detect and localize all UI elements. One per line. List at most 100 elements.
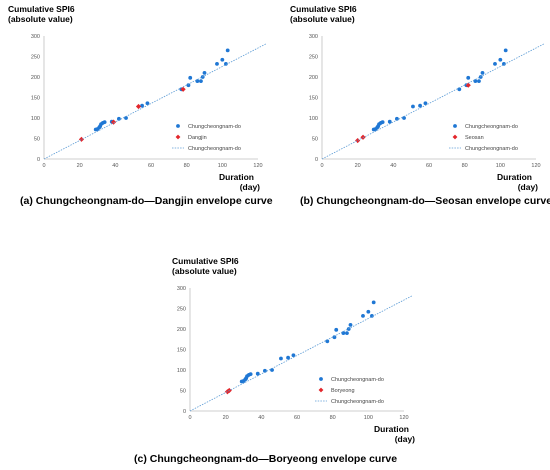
legend-diamond-symbol: [318, 387, 324, 393]
data-point-diamond: [135, 103, 142, 110]
data-point: [366, 309, 371, 314]
data-point-diamond: [355, 137, 361, 144]
data-point: [498, 57, 503, 62]
data-point: [117, 116, 121, 121]
legend-circle-symbol: [319, 377, 323, 381]
y-axis-label: (absolute value): [8, 14, 73, 24]
y-tick-label: 0: [315, 157, 318, 163]
y-tick-label: 150: [309, 96, 318, 102]
chart-panel-a: Cumulative SPI6(absolute value)Duration(…: [8, 4, 273, 207]
figure-caption: (a) Chungcheongnam-do—Dangjin envelope c…: [20, 195, 273, 207]
data-point-diamond: [180, 86, 186, 92]
y-tick-label: 150: [177, 348, 186, 354]
data-point: [411, 104, 415, 109]
x-tick-label: 40: [258, 415, 264, 421]
data-point: [291, 353, 296, 358]
x-tick-label: 40: [112, 163, 118, 169]
data-point: [341, 331, 346, 335]
x-axis-label: Duration: [374, 424, 409, 434]
x-tick-label: 0: [320, 163, 323, 169]
data-point: [332, 335, 337, 340]
x-tick-label: 40: [390, 163, 396, 169]
y-tick-label: 0: [37, 157, 40, 163]
y-tick-label: 50: [312, 137, 318, 143]
data-point: [361, 313, 365, 318]
envelope-line: [43, 43, 267, 160]
chart-panel-c: Cumulative SPI6(absolute value)Duration(…: [134, 256, 415, 465]
legend-label: Chungcheongnam-do: [331, 377, 384, 383]
data-point: [102, 120, 107, 124]
legend-label: Chungcheongnam-do: [188, 146, 241, 152]
x-tick-label: 0: [188, 415, 191, 421]
y-tick-label: 250: [31, 55, 40, 61]
legend-label: Chungcheongnam-do: [331, 399, 384, 405]
x-tick-label: 60: [294, 415, 300, 421]
x-axis-label: (day): [518, 182, 538, 192]
data-point: [423, 101, 428, 106]
data-point: [255, 371, 260, 376]
x-tick-label: 60: [426, 163, 432, 169]
x-tick-label: 60: [148, 163, 154, 169]
y-tick-label: 250: [309, 55, 318, 61]
envelope-line: [189, 295, 413, 412]
data-point: [418, 103, 422, 108]
y-axis-label: Cumulative SPI6: [8, 4, 75, 14]
x-tick-label: 20: [223, 415, 229, 421]
data-point: [348, 323, 353, 327]
figure-caption: (c) Chungcheongnam-do—Boryeong envelope …: [134, 453, 397, 465]
legend-label: Chungcheongnam-do: [188, 124, 241, 130]
y-tick-label: 50: [180, 389, 186, 395]
data-point: [387, 119, 392, 124]
data-point: [195, 79, 200, 83]
x-tick-label: 100: [496, 163, 505, 169]
legend-diamond-symbol: [175, 134, 181, 140]
legend-label: Dangjin: [188, 135, 207, 141]
x-tick-label: 80: [462, 163, 468, 169]
x-tick-label: 120: [531, 163, 540, 169]
x-axis-label: Duration: [219, 172, 254, 182]
data-point: [325, 339, 330, 344]
y-tick-label: 50: [34, 137, 40, 143]
data-point: [270, 368, 274, 372]
x-tick-label: 20: [77, 163, 83, 169]
y-axis-label: (absolute value): [290, 14, 355, 24]
data-point: [199, 79, 203, 83]
x-tick-label: 120: [253, 163, 262, 169]
legend-diamond-symbol: [452, 134, 458, 140]
data-point-diamond: [224, 389, 231, 395]
x-axis-label: (day): [395, 434, 415, 444]
data-point-diamond: [78, 136, 85, 142]
data-point: [145, 101, 150, 106]
data-point: [371, 300, 376, 305]
data-point: [279, 356, 283, 361]
data-point: [286, 355, 290, 360]
data-point: [457, 87, 462, 92]
data-point: [186, 83, 191, 88]
data-point: [220, 57, 225, 62]
data-point: [345, 331, 349, 335]
data-point: [225, 48, 230, 53]
data-point: [402, 116, 406, 120]
y-tick-label: 0: [183, 409, 186, 415]
data-point: [263, 368, 267, 373]
y-tick-label: 300: [31, 34, 40, 40]
y-tick-label: 200: [31, 75, 40, 81]
legend-label: Chungcheongnam-do: [465, 124, 518, 130]
x-tick-label: 100: [218, 163, 227, 169]
x-tick-label: 80: [330, 415, 336, 421]
y-tick-label: 250: [177, 307, 186, 313]
y-axis-label: Cumulative SPI6: [290, 4, 357, 14]
y-tick-label: 100: [31, 116, 40, 122]
y-tick-label: 200: [309, 75, 318, 81]
x-axis-label: (day): [240, 182, 260, 192]
data-point: [215, 61, 219, 66]
y-tick-label: 100: [309, 116, 318, 122]
y-tick-label: 150: [31, 96, 40, 102]
data-point: [140, 103, 144, 108]
y-tick-label: 200: [177, 327, 186, 333]
data-point: [477, 79, 481, 83]
y-tick-label: 300: [177, 286, 186, 292]
y-axis-label: (absolute value): [172, 266, 237, 276]
x-tick-label: 20: [355, 163, 361, 169]
x-tick-label: 0: [42, 163, 45, 169]
